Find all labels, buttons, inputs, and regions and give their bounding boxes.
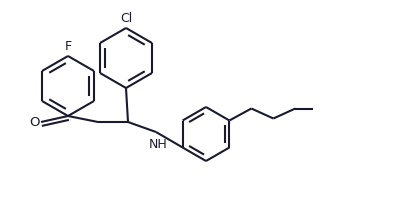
Text: Cl: Cl: [120, 12, 132, 25]
Text: F: F: [64, 40, 72, 53]
Text: NH: NH: [149, 138, 167, 151]
Text: O: O: [30, 116, 40, 128]
